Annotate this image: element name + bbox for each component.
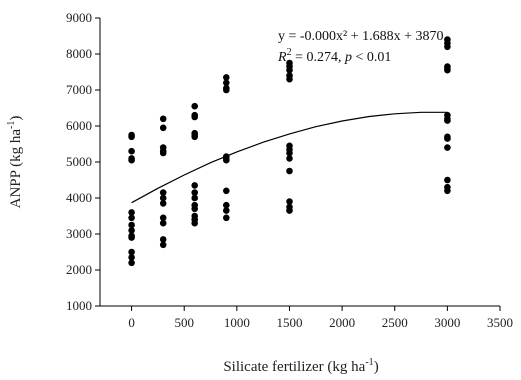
x-axis-title-main: Silicate fertilizer (kg ha: [223, 359, 365, 375]
x-tick-label: 500: [174, 315, 194, 330]
data-point: [128, 248, 135, 256]
data-point: [286, 207, 293, 214]
data-point: [444, 43, 451, 51]
data-point: [444, 176, 451, 184]
p-symbol: p: [344, 50, 352, 65]
data-point: [159, 194, 167, 202]
data-point: [128, 214, 135, 222]
regression-curve: [131, 111, 448, 204]
x-axis-title-superscript: -1: [365, 357, 373, 368]
r-squared-value: = 0.274,: [292, 50, 345, 65]
data-point: [191, 182, 198, 189]
data-point: [191, 113, 198, 121]
x-tick-label: 1500: [276, 315, 302, 330]
x-axis-title: Silicate fertilizer (kg ha-1): [223, 357, 378, 375]
r-squared-superscript: 2: [287, 47, 292, 58]
regression-equation: y = -0.000x² + 1.688x + 3870: [278, 29, 444, 44]
data-point: [444, 117, 451, 124]
data-points: [128, 36, 451, 267]
x-tick-label: 3000: [434, 315, 460, 330]
x-axis-title-close: ): [374, 359, 379, 375]
y-tick-label: 7000: [66, 82, 92, 97]
data-point: [223, 79, 230, 87]
data-point: [159, 189, 167, 196]
data-point: [223, 201, 230, 209]
y-tick-label: 2000: [66, 262, 92, 277]
data-point: [159, 124, 167, 132]
data-point: [128, 254, 135, 261]
data-point: [159, 241, 167, 249]
data-point: [128, 227, 135, 234]
data-point: [159, 214, 167, 222]
r-symbol: R: [277, 50, 287, 65]
data-point: [191, 133, 198, 141]
data-point: [286, 167, 293, 175]
data-point: [223, 86, 230, 94]
data-point: [128, 221, 135, 229]
data-point: [286, 75, 293, 83]
y-tick-label: 3000: [66, 226, 92, 241]
data-point: [444, 187, 451, 195]
regression-statistics: R2 = 0.274, p < 0.01: [277, 47, 391, 65]
y-axis-title-superscript: -1: [6, 121, 17, 129]
data-point: [128, 234, 135, 241]
data-point: [191, 194, 198, 202]
p-value: < 0.01: [352, 50, 391, 65]
data-point: [128, 209, 135, 216]
data-point: [159, 149, 167, 157]
x-tick-label: 2500: [382, 315, 408, 330]
data-point: [286, 155, 293, 162]
y-axis-title: ANPP (kg ha-1): [6, 116, 24, 209]
x-tick-label: 0: [128, 315, 135, 330]
y-axis-title-main: ANPP (kg ha: [8, 129, 24, 209]
data-point: [128, 147, 135, 155]
y-tick-label: 6000: [66, 118, 92, 133]
data-point: [128, 133, 135, 141]
data-point: [128, 156, 135, 164]
data-point: [159, 219, 167, 227]
fit-curve-group: [131, 111, 448, 204]
data-point: [444, 66, 451, 74]
data-point: [286, 198, 293, 205]
data-point: [223, 207, 230, 214]
data-point: [223, 74, 230, 81]
data-point: [444, 144, 451, 151]
data-point: [223, 214, 230, 222]
x-tick-label: 2000: [329, 315, 355, 330]
y-tick-label: 5000: [66, 154, 92, 169]
data-point: [191, 219, 198, 227]
y-tick-label: 1000: [66, 298, 92, 313]
data-point: [191, 102, 198, 110]
data-point: [286, 66, 293, 74]
data-point: [444, 135, 451, 142]
data-point: [128, 259, 135, 267]
data-point: [286, 149, 293, 157]
y-tick-label: 4000: [66, 190, 92, 205]
x-tick-label: 3500: [487, 315, 513, 330]
x-tick-label: 1000: [224, 315, 250, 330]
y-tick-label: 8000: [66, 46, 92, 61]
y-axis-title-close: ): [8, 116, 24, 121]
data-point: [223, 156, 230, 164]
data-point: [159, 115, 167, 123]
y-axis: 1000 2000 3000 4000 5000 6000 7000 8000 9000: [66, 10, 101, 313]
data-point: [159, 236, 167, 243]
data-point: [191, 189, 198, 196]
data-point: [191, 205, 198, 213]
data-point: [159, 200, 167, 207]
y-tick-label: 9000: [66, 10, 92, 25]
data-point: [223, 187, 230, 195]
x-axis: 0 500 1000 1500 2000 2500 3000 3500: [100, 305, 513, 330]
